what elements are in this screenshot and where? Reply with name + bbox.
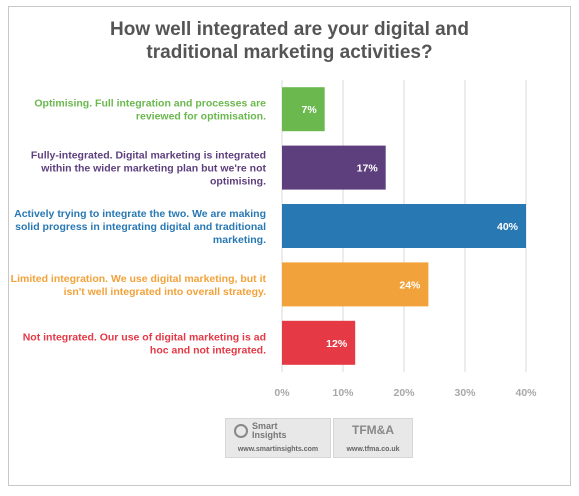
category-label-3-line-0: Limited integration. We use digital mark… xyxy=(11,273,267,285)
tfma-logo: TFM&A www.tfma.co.uk xyxy=(333,418,413,458)
smart-insights-logo: Smart Insights www.smartinsights.com xyxy=(225,418,331,458)
category-label-4-line-1: hoc and not integrated. xyxy=(150,344,266,356)
tfma-url: www.tfma.co.uk xyxy=(346,446,400,453)
bar-0 xyxy=(282,87,325,132)
category-label-0-line-1: reviewed for optimisation. xyxy=(136,111,266,123)
bar-4 xyxy=(282,320,356,365)
x-tick-label-0: 0% xyxy=(274,387,290,399)
bars: 7% 17% 40% 24% 12% xyxy=(282,87,526,365)
category-label-3-line-1: isn't well integrated into overall strat… xyxy=(64,286,267,298)
category-label-1-line-2: optimising. xyxy=(210,176,266,188)
x-tick-label-1: 10% xyxy=(332,387,354,399)
category-label-1-line-1: within the wider marketing plan but we'r… xyxy=(40,163,266,175)
bar-value-label-0: 7% xyxy=(302,104,318,116)
bar-chart: 7% 17% 40% 24% 12% Optimising. Full integrat… xyxy=(11,80,537,399)
smart-insights-name-1: Smart xyxy=(252,421,278,431)
chart-title-line-2: traditional marketing activities? xyxy=(146,42,433,63)
smart-insights-brain-icon xyxy=(234,424,248,438)
x-axis-tick-labels: 0% 10% 20% 30% 40% xyxy=(274,387,537,399)
bar-3 xyxy=(282,262,429,307)
category-label-0-line-0: Optimising. Full integration and process… xyxy=(34,98,266,110)
category-label-2-line-1: solid progress in integrating digital an… xyxy=(15,221,266,233)
category-label-4-line-0: Not integrated. Our use of digital marke… xyxy=(23,331,266,343)
bar-value-label-1: 17% xyxy=(357,163,379,175)
bar-value-label-4: 12% xyxy=(326,338,348,350)
smart-insights-name-2: Insights xyxy=(252,430,287,440)
category-labels: Optimising. Full integration and process… xyxy=(11,98,267,357)
bar-2 xyxy=(282,204,526,248)
x-tick-label-2: 20% xyxy=(393,387,415,399)
bar-value-label-3: 24% xyxy=(399,279,421,291)
x-tick-label-4: 40% xyxy=(515,387,537,399)
chart-title: How well integrated are your digital and… xyxy=(0,18,579,64)
tfma-name: TFM&A xyxy=(352,423,394,437)
category-label-2-line-0: Actively trying to integrate the two. We… xyxy=(14,208,266,220)
bar-1 xyxy=(282,145,386,190)
smart-insights-url: www.smartinsights.com xyxy=(237,446,319,453)
category-label-2-line-2: marketing. xyxy=(213,234,266,246)
category-label-1-line-0: Fully-integrated. Digital marketing is i… xyxy=(31,150,266,162)
x-tick-label-3: 30% xyxy=(454,387,476,399)
logo-strip: Smart Insights www.smartinsights.com TFM… xyxy=(0,418,579,458)
chart-title-line-1: How well integrated are your digital and xyxy=(110,19,469,40)
bar-value-label-2: 40% xyxy=(497,221,519,233)
